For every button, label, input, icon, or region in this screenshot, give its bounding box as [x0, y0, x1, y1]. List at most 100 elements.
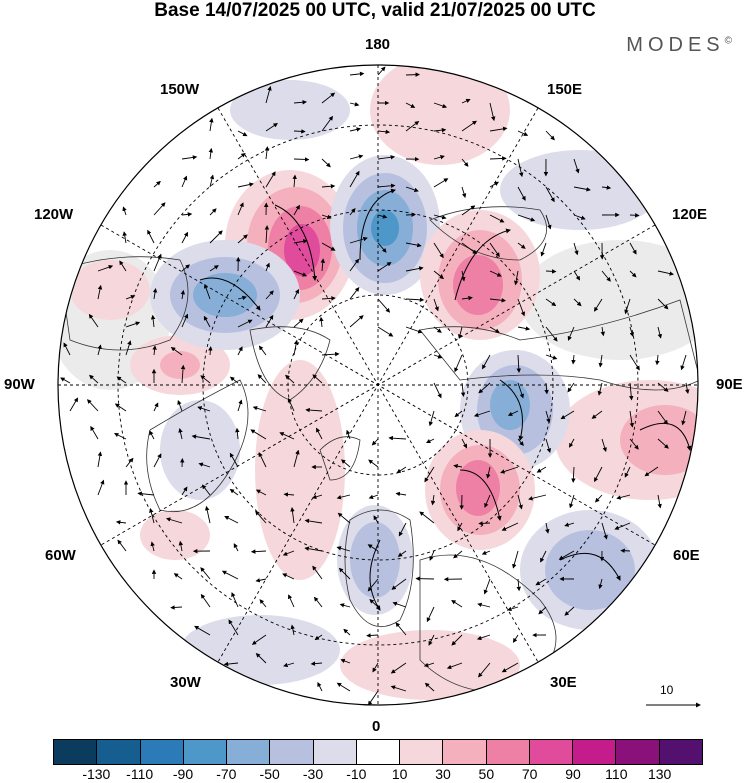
colorbar-tick-label: -90 — [172, 766, 194, 782]
wind-arrow — [201, 484, 211, 496]
wind-arrow — [629, 270, 637, 278]
wind-arrow — [336, 682, 351, 692]
wind-arrow — [181, 175, 188, 188]
wind-arrow — [137, 491, 155, 496]
wind-arrow — [200, 375, 211, 384]
wind-arrow — [377, 298, 391, 313]
wind-arrow — [624, 298, 631, 315]
wind-arrow — [349, 127, 361, 132]
wind-arrow — [517, 158, 524, 178]
colorbar-tick-label: 130 — [647, 766, 672, 782]
wind-arrow — [181, 231, 189, 244]
wind-arrow — [293, 204, 300, 216]
wind-arrow — [203, 315, 211, 328]
wind-arrow — [538, 606, 547, 615]
colorbar-tick-label: -50 — [259, 766, 280, 782]
wind-arrow — [293, 99, 307, 105]
wind-arrow — [255, 489, 267, 496]
wind-arrow — [489, 298, 506, 303]
wind-arrow — [377, 155, 396, 160]
lon-label-90e: 90E — [716, 376, 743, 393]
wind-arrow — [265, 171, 276, 188]
wind-arrow — [293, 288, 299, 300]
wind-arrow — [311, 494, 323, 499]
wind-arrow — [489, 242, 500, 258]
wind-arrow — [544, 382, 549, 395]
wind-arrow — [545, 326, 558, 342]
wind-arrow — [321, 115, 334, 132]
wind-arrow — [147, 229, 155, 244]
wind-arrow — [433, 102, 448, 109]
wind-arrow — [229, 376, 239, 384]
wind-arrow — [425, 438, 435, 444]
wind-arrow — [97, 479, 105, 496]
wind-arrow — [368, 459, 379, 468]
wind-arrow — [601, 270, 611, 282]
wind-arrow — [283, 662, 295, 668]
wind-arrow — [97, 344, 102, 356]
colorbar-tick-label: 110 — [605, 766, 628, 782]
wind-arrow — [461, 295, 473, 301]
wind-arrow — [312, 565, 323, 580]
wind-arrow — [558, 550, 575, 560]
wind-arrow — [198, 462, 211, 468]
wind-arrow — [405, 326, 423, 334]
wind-arrow — [264, 225, 270, 244]
wind-arrow — [149, 430, 155, 440]
wind-arrow — [629, 438, 639, 450]
map-title: Base 14/07/2025 00 UTC, valid 21/07/2025… — [154, 0, 596, 21]
map-border — [57, 64, 699, 706]
polar-anomaly-map — [57, 64, 701, 708]
wind-arrow — [282, 573, 295, 580]
wind-arrow — [454, 410, 463, 418]
wind-arrow — [512, 634, 519, 643]
wind-arrow — [594, 298, 603, 312]
wind-arrow — [372, 662, 379, 673]
wind-arrow — [368, 494, 379, 499]
wind-arrow — [265, 262, 270, 272]
graticule — [58, 65, 698, 705]
wind-arrow — [433, 270, 445, 280]
wind-arrow — [293, 318, 304, 328]
wind-arrow — [209, 117, 214, 132]
colorbar-swatch — [400, 740, 444, 764]
wind-arrow — [349, 71, 365, 77]
wind-arrow — [476, 634, 491, 641]
wind-arrow — [397, 550, 407, 557]
wind-arrow — [545, 410, 551, 424]
wind-arrow — [255, 510, 267, 524]
wind-arrow — [517, 186, 526, 201]
wind-arrow — [489, 102, 496, 122]
wind-arrow — [255, 578, 267, 583]
wind-arrow — [114, 403, 127, 412]
wind-arrow — [433, 354, 443, 359]
wind-arrow — [395, 491, 407, 497]
wind-arrow — [251, 634, 267, 645]
wind-arrow — [614, 522, 631, 530]
wind-arrow — [339, 603, 351, 608]
wind-arrow — [173, 573, 183, 580]
wind-arrow — [293, 449, 300, 468]
wind-arrow — [317, 681, 323, 692]
vector-scale-label: 10 — [660, 683, 674, 697]
wind-arrow — [237, 130, 248, 137]
colorbar-tick-label: 90 — [565, 766, 581, 782]
wind-arrow — [305, 407, 323, 413]
wind-arrow — [63, 342, 71, 356]
wind-arrow — [181, 486, 188, 496]
wind-arrow — [657, 494, 662, 509]
colorbar-ticks: -130 -110 -90 -70 -50 -30 -10 10 30 50 70 90 110 130 — [0, 766, 750, 783]
colorbar-swatch — [616, 740, 660, 764]
wind-arrow — [451, 600, 463, 608]
wind-arrow — [377, 214, 388, 219]
wind-arrow — [153, 253, 162, 272]
wind-arrow — [405, 242, 422, 248]
wind-arrow — [349, 236, 368, 244]
wind-arrow — [194, 625, 211, 636]
wind-arrow — [209, 230, 223, 244]
wind-arrow — [390, 662, 407, 674]
wind-arrow — [598, 354, 603, 368]
wind-arrow — [170, 605, 183, 610]
wind-arrow — [349, 207, 356, 216]
wind-arrow — [153, 202, 166, 216]
